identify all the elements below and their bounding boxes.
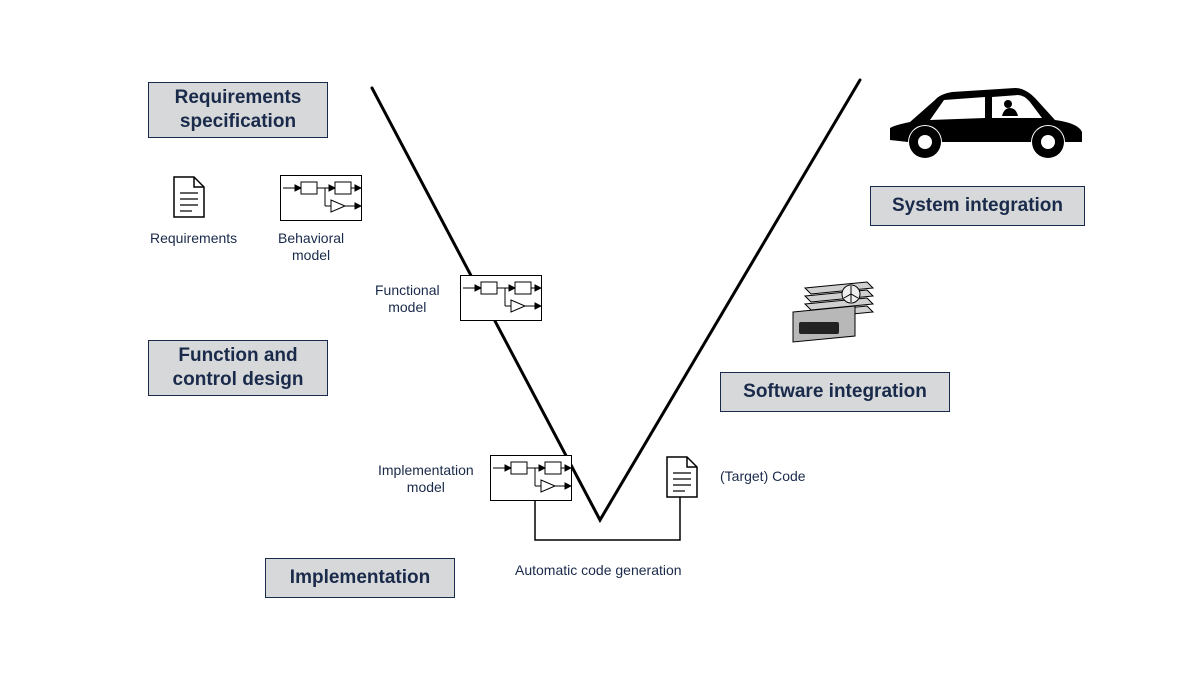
label-behavioral-model: Behavioralmodel <box>278 230 344 264</box>
stage-implementation: Implementation <box>265 558 455 598</box>
stage-label: Function andcontrol design <box>173 344 304 392</box>
stage-requirements-specification: Requirementsspecification <box>148 82 328 138</box>
stage-system-integration: System integration <box>870 186 1085 226</box>
stage-label: Requirementsspecification <box>175 86 302 134</box>
label-implementation-model: Implementationmodel <box>378 462 474 496</box>
stage-software-integration: Software integration <box>720 372 950 412</box>
stage-label: System integration <box>892 194 1063 218</box>
label-auto-code-generation: Automatic code generation <box>515 562 682 579</box>
label-requirements: Requirements <box>150 230 237 247</box>
stage-label: Software integration <box>743 380 927 404</box>
document-icon <box>172 175 206 219</box>
ecu-icon <box>785 278 880 348</box>
block-diagram-icon <box>280 175 362 221</box>
label-functional-model: Functionalmodel <box>375 282 440 316</box>
stage-function-control-design: Function andcontrol design <box>148 340 328 396</box>
label-target-code: (Target) Code <box>720 468 806 485</box>
block-diagram-icon <box>460 275 542 321</box>
stage-label: Implementation <box>290 566 430 590</box>
block-diagram-icon <box>490 455 572 501</box>
document-icon <box>665 455 699 499</box>
car-icon <box>880 70 1090 170</box>
